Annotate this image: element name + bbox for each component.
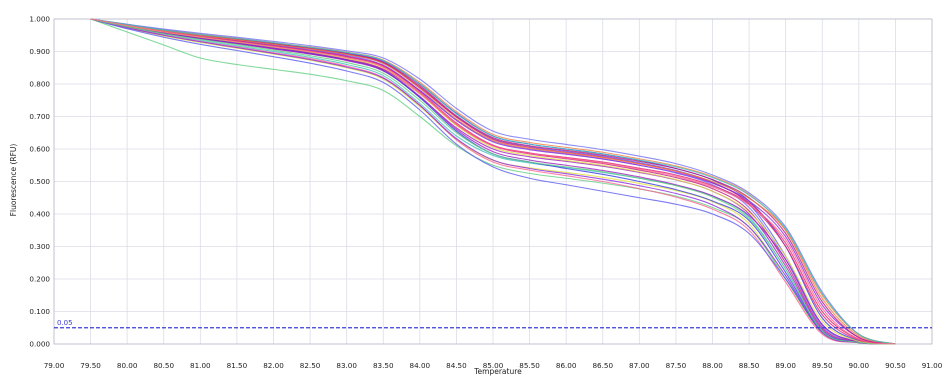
melt-curve-series	[90, 18, 896, 345]
melt-curve-series	[90, 18, 896, 345]
x-tick-label: 81.50	[227, 361, 248, 370]
x-tick-label: 89.50	[812, 361, 833, 370]
melt-curve-series	[90, 18, 896, 345]
x-tick-label: 90.00	[849, 361, 870, 370]
y-tick-label: 0.800	[29, 80, 50, 89]
plot-border	[53, 18, 933, 345]
melt-curve-series	[90, 18, 896, 345]
x-tick-label: 86.00	[556, 361, 577, 370]
x-tick-label: 80.50	[153, 361, 174, 370]
x-axis: 79.00 79.50 80.00 80.50 81.00 81.50 82.00 82.50…	[44, 361, 943, 370]
x-tick-label: 87.50	[666, 361, 687, 370]
x-tick-label: 79.00	[44, 361, 65, 370]
x-tick-label: 88.00	[702, 361, 723, 370]
threshold: 0.05	[54, 319, 932, 329]
melt-curve-series	[90, 18, 896, 345]
x-tick-label: 86.50	[592, 361, 613, 370]
x-tick-label: 87.00	[629, 361, 650, 370]
y-tick-label: 1.000	[29, 15, 50, 24]
x-tick-label: 85.50	[519, 361, 540, 370]
y-axis: 0.000 0.100 0.200 0.300 0.400 0.500 0.600 0.700…	[29, 15, 50, 349]
x-tick-label: 88.50	[739, 361, 760, 370]
x-axis-title: Temperature	[473, 367, 522, 376]
x-tick-label: 79.50	[80, 361, 101, 370]
series-layer	[90, 18, 896, 345]
melt-curve-series	[90, 18, 896, 345]
x-tick-label: 90.50	[885, 361, 906, 370]
x-tick-label: 82.50	[300, 361, 321, 370]
x-tick-label: 81.00	[190, 361, 211, 370]
x-tick-label: 91.00	[922, 361, 943, 370]
y-tick-label: 0.100	[29, 307, 50, 316]
x-tick-label: 85.00	[483, 361, 504, 370]
x-tick-label: 84.50	[446, 361, 467, 370]
x-tick-label: 84.00	[410, 361, 431, 370]
y-axis-title: Fluorescence (RFU)	[9, 144, 18, 217]
y-tick-label: 0.600	[29, 145, 50, 154]
melt-curve-series	[90, 18, 896, 345]
melt-curve-series	[90, 18, 896, 345]
x-tick-label: 80.00	[117, 361, 138, 370]
y-tick-label: 0.700	[29, 112, 50, 121]
y-tick-label: 0.000	[29, 340, 50, 349]
x-tick-label: 82.00	[263, 361, 284, 370]
y-tick-label: 0.300	[29, 242, 50, 251]
melt-curve-series	[90, 18, 896, 345]
x-tick-label: 83.00	[336, 361, 357, 370]
melt-curve-series	[90, 18, 896, 345]
melt-curve-series	[90, 18, 896, 345]
y-tick-label: 0.200	[29, 275, 50, 284]
threshold-label: 0.05	[57, 319, 73, 327]
y-tick-label: 0.900	[29, 47, 50, 56]
x-tick-label: 83.50	[373, 361, 394, 370]
y-tick-label: 0.500	[29, 177, 50, 186]
melt-curve-series	[90, 18, 896, 345]
y-tick-label: 0.400	[29, 210, 50, 219]
x-tick-label: 89.00	[775, 361, 796, 370]
